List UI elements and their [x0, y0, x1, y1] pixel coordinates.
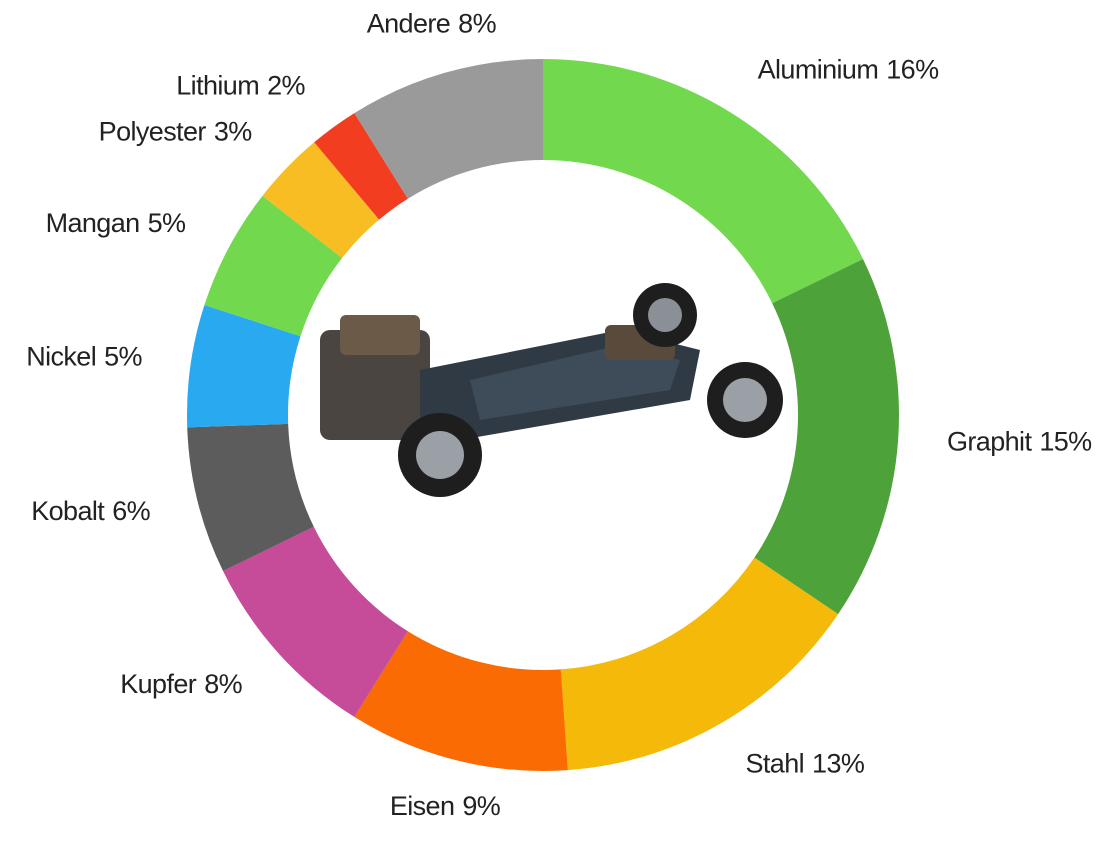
segment-label: Nickel 5% [26, 342, 142, 372]
donut-segment [543, 59, 863, 304]
segment-label: Kupfer 8% [120, 669, 242, 699]
value-label: 5% [104, 342, 142, 372]
value-label: 3% [214, 117, 252, 147]
value-label: 5% [148, 208, 186, 238]
category-name: Mangan [46, 208, 140, 238]
value-label: 8% [204, 669, 242, 699]
donut-segment [204, 195, 343, 337]
segment-label: Lithium 2% [176, 70, 305, 100]
segment-label: Mangan 5% [46, 208, 186, 238]
segment-label: Aluminium 16% [758, 55, 939, 85]
donut-ring [187, 59, 900, 772]
segment-label: Eisen 9% [390, 791, 501, 821]
segment-label: Andere 8% [367, 9, 497, 39]
value-label: 16% [886, 55, 939, 85]
value-label: 13% [812, 749, 865, 779]
donut-segment [187, 304, 301, 428]
segment-label: Polyester 3% [99, 117, 253, 147]
value-label: 6% [112, 496, 150, 526]
category-name: Eisen [390, 791, 455, 821]
category-name: Polyester [99, 117, 207, 147]
segment-label: Graphit 15% [947, 426, 1092, 456]
segment-label: Kobalt 6% [31, 496, 150, 526]
donut-segment [187, 423, 314, 572]
category-name: Kupfer [120, 669, 197, 699]
value-label: 2% [267, 70, 305, 100]
category-name: Nickel [26, 342, 96, 372]
donut-segment [354, 631, 568, 772]
donut-segment [354, 59, 543, 199]
category-name: Aluminium [758, 55, 879, 85]
category-name: Graphit [947, 426, 1032, 456]
category-name: Stahl [746, 749, 805, 779]
segment-label: Stahl 13% [746, 749, 865, 779]
category-name: Andere [367, 9, 450, 39]
value-label: 9% [462, 791, 500, 821]
donut-segment [262, 142, 380, 259]
car-chassis [320, 283, 783, 497]
value-label: 8% [458, 9, 496, 39]
category-name: Kobalt [31, 496, 105, 526]
donut-segment [223, 526, 408, 717]
donut-segment [754, 258, 900, 615]
value-label: 15% [1039, 426, 1092, 456]
donut-segment [560, 557, 839, 771]
category-name: Lithium [176, 70, 259, 100]
donut-segment [314, 113, 408, 220]
